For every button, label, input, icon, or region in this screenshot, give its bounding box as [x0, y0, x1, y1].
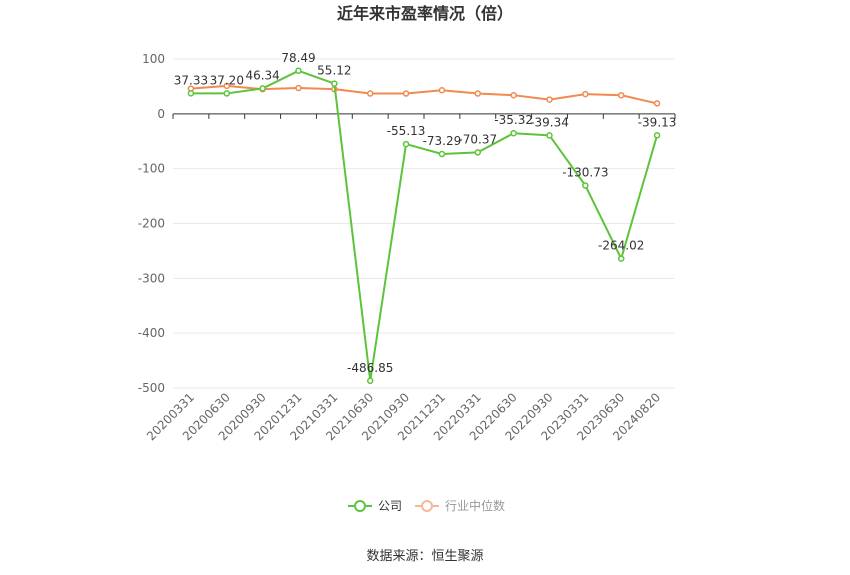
data-label: -486.85 — [347, 361, 393, 375]
series-layer — [187, 67, 661, 385]
legend-marker-company — [354, 500, 366, 512]
grid-layer — [173, 58, 675, 389]
data-point[interactable] — [438, 87, 446, 94]
data-point[interactable] — [331, 80, 338, 87]
data-point[interactable] — [295, 84, 302, 92]
legend-label-company: 公司 — [378, 499, 402, 513]
legend-label-industry-median: 行业中位数 — [445, 498, 505, 513]
data-point[interactable] — [366, 377, 374, 385]
y-tick-label: -500 — [138, 381, 165, 395]
data-point[interactable] — [402, 140, 410, 148]
data-label: -55.13 — [387, 124, 426, 138]
data-label: 55.12 — [317, 64, 351, 78]
data-point[interactable] — [438, 150, 446, 158]
y-tick-label: 100 — [142, 52, 165, 66]
data-label: -70.37 — [458, 132, 497, 146]
chart-title: 近年来市盈率情况（倍） — [337, 4, 513, 23]
data-point[interactable] — [546, 132, 553, 139]
data-point[interactable] — [187, 90, 195, 97]
data-point[interactable] — [617, 91, 625, 99]
data-source-note: 数据来源：恒生聚源 — [366, 549, 483, 564]
data-point[interactable] — [582, 90, 589, 98]
y-tick-label: -200 — [138, 217, 165, 231]
data-point[interactable] — [546, 96, 553, 103]
legend[interactable]: 公司 行业中位数 — [348, 498, 505, 513]
y-tick-label: -100 — [138, 162, 165, 176]
legend-item-industry-median[interactable]: 行业中位数 — [415, 498, 505, 513]
series-line — [190, 69, 659, 382]
data-label: -264.02 — [598, 239, 644, 253]
data-point[interactable] — [510, 129, 517, 137]
data-point[interactable] — [223, 82, 231, 90]
series-industry-median — [187, 82, 661, 107]
data-label: 78.49 — [281, 51, 315, 65]
data-point[interactable] — [259, 85, 266, 92]
data-point[interactable] — [510, 91, 517, 99]
data-point[interactable] — [402, 90, 410, 97]
data-point[interactable] — [474, 149, 482, 156]
data-label: 37.33 — [174, 73, 208, 87]
y-tick-label: -400 — [138, 326, 165, 340]
legend-item-company[interactable]: 公司 — [348, 499, 402, 513]
axis-layer: 1000-100-200-300-400-5002020033120200630… — [138, 52, 676, 443]
data-point[interactable] — [295, 67, 302, 75]
data-point[interactable] — [653, 100, 661, 107]
data-label-layer: 37.33 37.20 46.3478.4955.12-486.85-55.13-7… — [174, 51, 677, 375]
data-point[interactable] — [366, 90, 374, 97]
data-label: -130.73 — [562, 166, 608, 180]
data-label: -73.29 — [423, 134, 462, 148]
data-label: -35.32 — [494, 113, 533, 127]
data-point[interactable] — [653, 132, 661, 139]
data-label: 46.34 — [245, 68, 279, 82]
legend-marker-industry-median — [421, 500, 433, 512]
data-label: -39.34 — [530, 115, 569, 129]
data-point[interactable] — [617, 255, 625, 262]
data-label: -39.13 — [638, 115, 677, 129]
series-line — [190, 84, 658, 105]
y-tick-label: -300 — [138, 271, 165, 285]
data-point[interactable] — [474, 90, 482, 97]
series-company — [187, 67, 661, 385]
data-label: 37.20 — [210, 73, 244, 87]
data-point[interactable] — [223, 90, 231, 97]
data-point[interactable] — [582, 182, 589, 189]
y-tick-label: 0 — [157, 107, 165, 121]
